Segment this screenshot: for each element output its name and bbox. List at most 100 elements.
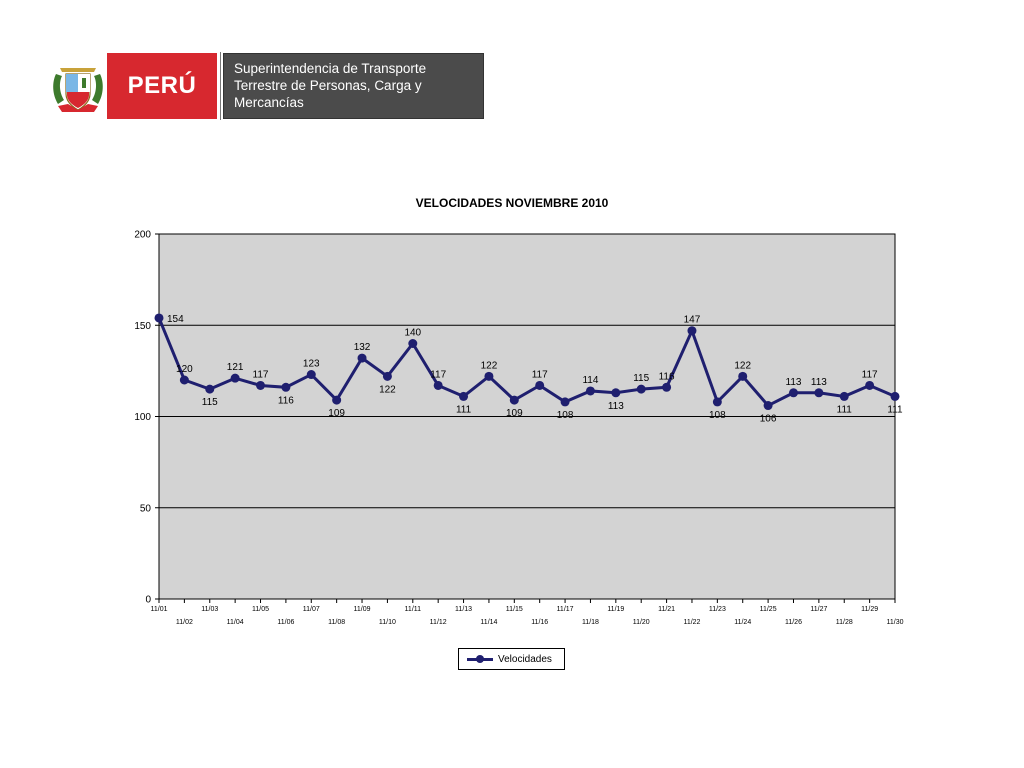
data-label: 113 (811, 377, 827, 388)
data-label: 115 (202, 397, 218, 408)
x-tick-label: 11/05 (252, 606, 269, 613)
data-label: 115 (633, 373, 649, 384)
data-label: 108 (557, 410, 574, 421)
x-tick-label: 11/07 (303, 606, 320, 613)
data-label: 113 (786, 377, 802, 388)
data-label: 117 (862, 369, 878, 380)
data-point (662, 382, 672, 392)
data-label: 147 (684, 315, 701, 326)
data-point (687, 326, 697, 336)
data-label: 154 (167, 314, 184, 325)
x-tick-label: 11/10 (379, 619, 396, 626)
data-point (382, 371, 392, 381)
data-point (814, 388, 824, 398)
x-tick-label: 11/28 (836, 619, 853, 626)
coat-of-arms-icon (53, 68, 103, 112)
data-point (230, 373, 240, 383)
data-point (636, 384, 646, 394)
x-tick-label: 11/20 (633, 619, 650, 626)
data-point (459, 391, 469, 401)
header-banner: PERÚ Superintendencia de Transporte Terr… (50, 52, 484, 120)
chart-title: VELOCIDADES NOVIEMBRE 2010 (416, 196, 609, 210)
data-label: 114 (582, 375, 598, 386)
data-point (408, 339, 418, 348)
data-label: 122 (734, 360, 751, 371)
y-tick-label: 200 (134, 230, 151, 241)
data-point (890, 391, 900, 401)
entity-name-line-3: Mercancías (234, 95, 304, 110)
data-labels: 154 120 115 121 117 116 123 109 132 122 140 117 111 1… (167, 314, 903, 425)
y-tick-label: 100 (134, 412, 151, 423)
data-label: 122 (379, 384, 396, 395)
x-tick-label: 11/21 (658, 606, 675, 613)
data-point (509, 395, 519, 405)
data-label: 113 (608, 401, 624, 412)
data-label: 123 (303, 359, 320, 370)
data-label: 111 (456, 404, 472, 415)
x-tick-label: 11/12 (430, 619, 447, 626)
x-tick-label: 11/26 (785, 619, 802, 626)
legend-label: Velocidades (498, 653, 552, 665)
series-points (154, 313, 900, 411)
data-point (535, 380, 545, 390)
x-tick-label: 11/09 (354, 606, 371, 613)
entity-name-box: Superintendencia de Transporte Terrestre… (223, 53, 484, 119)
data-label: 121 (227, 362, 244, 373)
data-point (788, 388, 798, 398)
x-tick-label: 11/13 (455, 606, 472, 613)
data-point (738, 371, 748, 381)
data-label: 108 (709, 410, 726, 421)
data-label: 120 (176, 364, 193, 375)
data-point (865, 380, 875, 390)
data-label: 117 (430, 369, 446, 380)
x-tick-label: 11/16 (531, 619, 548, 626)
x-axis: 11/01 11/02 11/03 11/04 11/05 11/06 11/07 11/08… (151, 599, 904, 626)
data-label: 111 (837, 404, 853, 415)
x-tick-label: 11/14 (480, 619, 497, 626)
y-axis: 0 50 100 150 200 (134, 230, 159, 606)
data-label: 109 (506, 408, 523, 419)
entity-name-line-1: Superintendencia de Transporte (234, 61, 427, 76)
data-point (306, 370, 316, 380)
x-tick-label: 11/22 (683, 619, 700, 626)
data-point (611, 388, 621, 398)
x-tick-label: 11/01 (151, 606, 168, 613)
x-tick-label: 11/04 (227, 619, 244, 626)
data-point (179, 375, 189, 385)
data-label: 117 (253, 369, 269, 380)
y-tick-label: 150 (134, 321, 151, 332)
x-tick-label: 11/19 (607, 606, 624, 613)
data-label: 117 (532, 369, 548, 380)
x-tick-label: 11/11 (405, 606, 422, 613)
data-point (433, 380, 443, 390)
x-tick-label: 11/08 (328, 619, 345, 626)
x-tick-label: 11/02 (176, 619, 193, 626)
data-point (332, 395, 342, 405)
x-tick-label: 11/06 (277, 619, 294, 626)
data-label: 132 (354, 342, 371, 353)
x-tick-label: 11/15 (506, 606, 523, 613)
data-point (205, 384, 215, 394)
x-tick-label: 11/27 (810, 606, 827, 613)
data-point (357, 353, 367, 363)
data-label: 116 (659, 371, 675, 382)
entity-name-line-2: Terrestre de Personas, Carga y (234, 78, 422, 93)
chart-legend: Velocidades (458, 648, 565, 670)
data-point (585, 386, 595, 396)
data-label: 122 (481, 360, 498, 371)
legend-swatch (467, 654, 493, 664)
country-label: PERÚ (107, 53, 217, 119)
x-tick-label: 11/17 (557, 606, 574, 613)
gridlines (159, 324, 895, 509)
x-tick-label: 11/25 (760, 606, 777, 613)
x-tick-label: 11/24 (734, 619, 751, 626)
data-point (484, 371, 494, 381)
x-tick-label: 11/03 (201, 606, 218, 613)
data-point (839, 391, 849, 401)
data-point (763, 401, 773, 411)
data-label: 111 (887, 404, 903, 415)
x-tick-label: 11/18 (582, 619, 599, 626)
data-label: 109 (328, 408, 345, 419)
x-tick-label: 11/29 (861, 606, 878, 613)
